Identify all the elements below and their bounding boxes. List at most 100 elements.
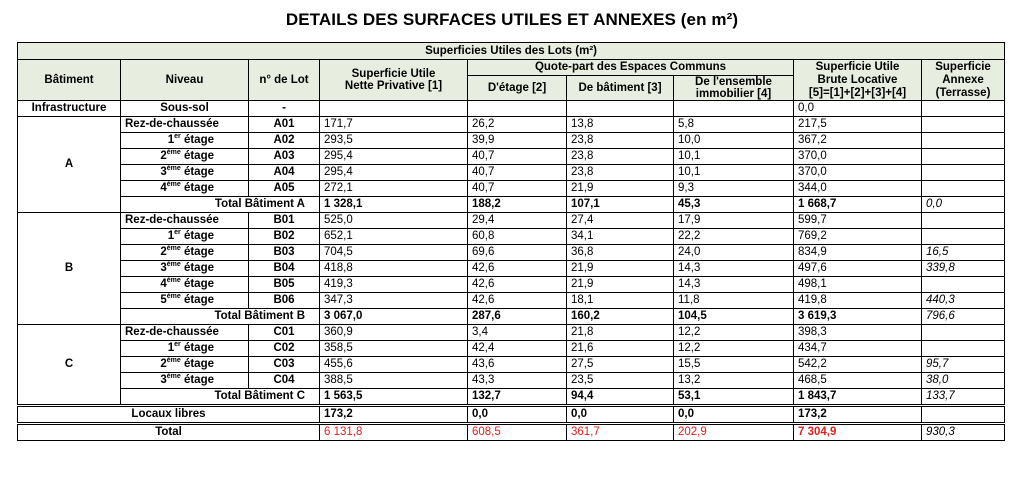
value-bat: 18,1 (566, 292, 674, 309)
value-ens: 10,1 (673, 148, 794, 165)
lot-number: A01 (248, 116, 320, 133)
value-nette: 171,7 (319, 116, 468, 133)
niveau-suffix: er (174, 133, 181, 141)
col-header-brute-line3: [5]=[1]+[2]+[3]+[4] (808, 86, 907, 99)
value-ens: 24,0 (673, 244, 794, 261)
value-annexe (920, 116, 1006, 133)
col-header-batiment-commun: De bâtiment [3] (566, 75, 674, 101)
niveau-cell: Rez-de-chaussée (120, 324, 249, 341)
infrastructure-bat (566, 100, 674, 117)
value-brute: 497,6 (793, 260, 922, 277)
infrastructure-annexe (920, 100, 1006, 117)
value-annexe: 38,0 (920, 372, 1006, 389)
niveau-label: Rez-de-chaussée (125, 326, 219, 338)
lot-number: A02 (248, 132, 320, 149)
value-annexe (920, 212, 1006, 229)
value-etage: 3,4 (467, 324, 567, 341)
value-nette: 704,5 (319, 244, 468, 261)
value-nette: 388,5 (319, 372, 468, 389)
infrastructure-brute: 0,0 (793, 100, 922, 117)
niveau-cell: 1er étage (120, 340, 249, 357)
niveau-cell: 3ème étage (120, 260, 249, 277)
niveau-cell: Rez-de-chaussée (120, 116, 249, 133)
niveau-label: étage (180, 246, 214, 258)
table-row: 5ème étage B06 347,3 42,6 18,1 11,8 419,8 440,3 (18, 292, 1006, 309)
col-header-batiment: Bâtiment (17, 59, 121, 101)
value-etage: 43,3 (467, 372, 567, 389)
col-header-ensemble-line1: De l'ensemble (695, 76, 772, 89)
niveau-label: étage (180, 182, 214, 194)
table-row: B Rez-de-chaussée B01 525,0 29,4 27,4 17,9 599,… (17, 212, 1006, 325)
niveau-cell: 4ème étage (120, 180, 249, 197)
value-etage: 43,6 (467, 356, 567, 373)
grand-total-label: Total (17, 422, 320, 441)
value-ens: 10,0 (673, 132, 794, 149)
value-annexe (920, 324, 1006, 341)
value-annexe (920, 164, 1006, 181)
niveau-suffix: ème (166, 277, 181, 285)
niveau-suffix: ème (166, 245, 181, 253)
lot-number: B05 (248, 276, 320, 293)
subtotal-brute: 1 668,7 (793, 196, 922, 213)
lot-number: B01 (248, 212, 320, 229)
locaux-libres-label: Locaux libres (17, 404, 320, 424)
value-ens: 11,8 (673, 292, 794, 309)
subtotal-bat: 94,4 (566, 388, 674, 406)
total-ens: 202,9 (673, 422, 794, 441)
subtotal-annexe: 133,7 (920, 388, 1006, 406)
value-etage: 40,7 (467, 164, 567, 181)
infrastructure-label: Infrastructure (17, 100, 121, 117)
value-nette: 419,3 (319, 276, 468, 293)
value-bat: 21,9 (566, 260, 674, 277)
lot-number: C03 (248, 356, 320, 373)
value-brute: 542,2 (793, 356, 922, 373)
lot-number: C04 (248, 372, 320, 389)
locaux-annexe (920, 404, 1006, 424)
value-annexe (920, 148, 1006, 165)
value-nette: 360,9 (319, 324, 468, 341)
value-bat: 34,1 (566, 228, 674, 245)
locaux-ens: 0,0 (673, 404, 794, 424)
locaux-nette: 173,2 (319, 404, 468, 424)
value-nette: 358,5 (319, 340, 468, 357)
value-ens: 22,2 (673, 228, 794, 245)
niveau-suffix: ème (166, 165, 181, 173)
niveau-cell: 4ème étage (120, 276, 249, 293)
niveau-cell: 3ème étage (120, 164, 249, 181)
niveau-cell: 5ème étage (120, 292, 249, 309)
value-etage: 26,2 (467, 116, 567, 133)
value-brute: 370,0 (793, 148, 922, 165)
subtotal-label: Total Bâtiment A (120, 196, 320, 213)
value-annexe: 16,5 (920, 244, 1006, 261)
niveau-number: 3 (160, 166, 167, 178)
value-bat: 27,5 (566, 356, 674, 373)
surfaces-table: Superficies Utiles des Lots (m²) Bâtimen… (16, 42, 1006, 441)
table-row: A Rez-de-chaussée A01 171,7 26,2 13,8 5,8 217,5 (17, 116, 1006, 213)
table-group-header: Superficies Utiles des Lots (m²) (16, 42, 1006, 60)
value-nette: 295,4 (319, 148, 468, 165)
subtotal-nette: 1 563,5 (319, 388, 468, 406)
value-annexe: 440,3 (920, 292, 1006, 309)
value-ens: 17,9 (673, 212, 794, 229)
value-bat: 23,8 (566, 164, 674, 181)
niveau-suffix: ème (166, 293, 181, 301)
niveau-label: étage (180, 262, 214, 274)
value-ens: 12,2 (673, 340, 794, 357)
value-nette: 347,3 (319, 292, 468, 309)
col-header-annexe-line2: Annexe (942, 73, 984, 86)
value-nette: 293,5 (319, 132, 468, 149)
value-etage: 40,7 (467, 148, 567, 165)
value-annexe (920, 340, 1006, 357)
niveau-label: étage (180, 166, 214, 178)
niveau-number: 2 (160, 150, 167, 162)
value-etage: 40,7 (467, 180, 567, 197)
value-annexe: 95,7 (920, 356, 1006, 373)
value-bat: 21,9 (566, 276, 674, 293)
niveau-label: étage (180, 374, 214, 386)
batiment-name: C (17, 324, 121, 406)
value-etage: 39,9 (467, 132, 567, 149)
col-header-niveau: Niveau (120, 59, 249, 101)
value-annexe (920, 180, 1006, 197)
niveau-cell: 1er étage (120, 132, 249, 149)
